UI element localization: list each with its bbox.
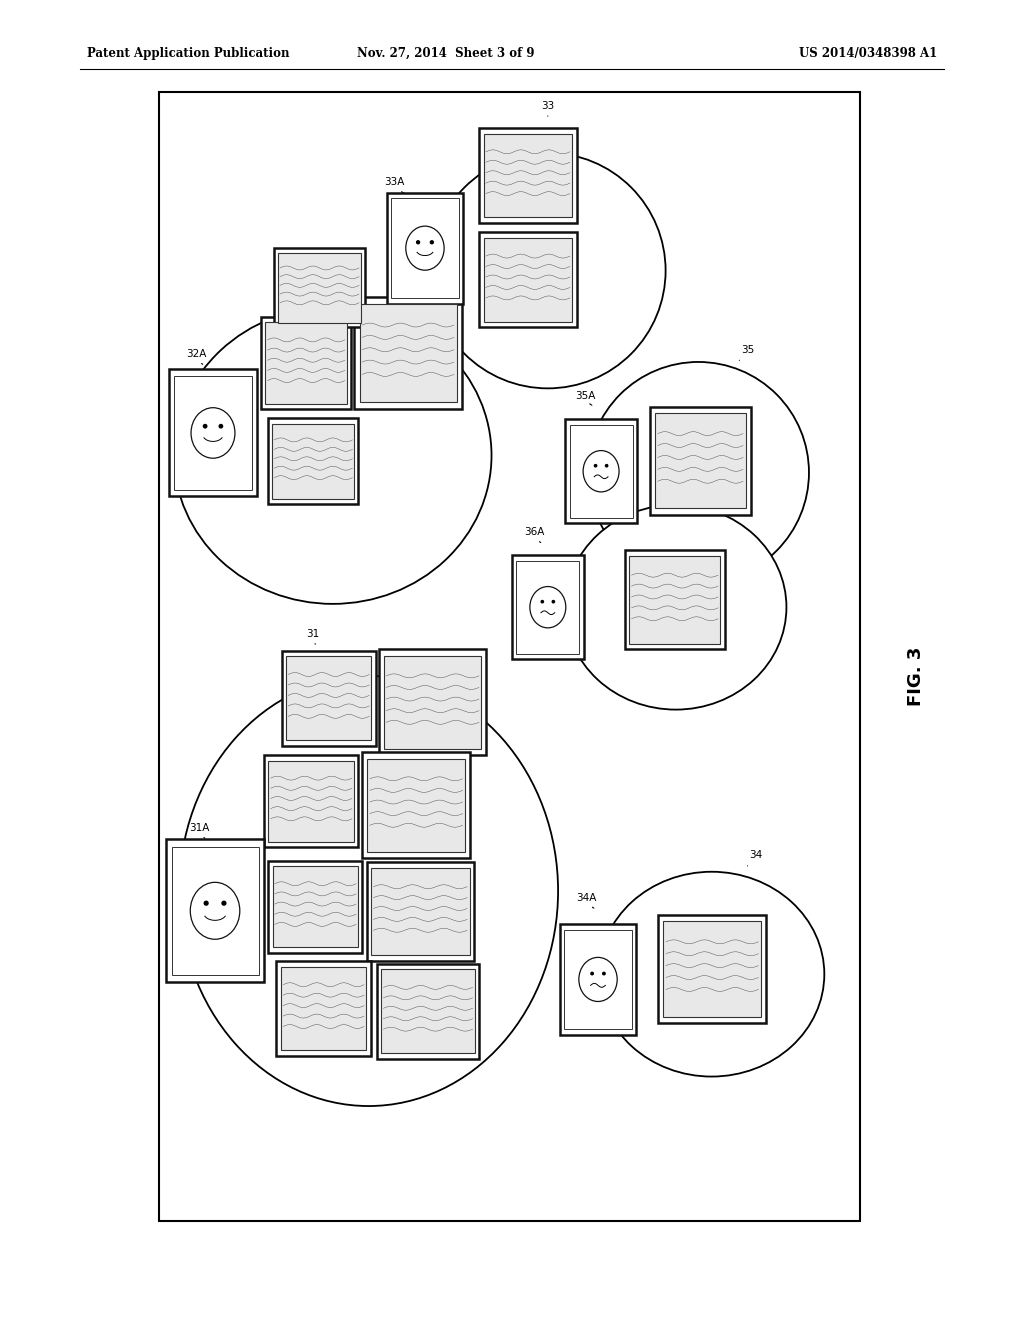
Ellipse shape [174,308,492,603]
Ellipse shape [529,586,566,628]
Ellipse shape [219,425,222,428]
Ellipse shape [603,973,605,974]
Bar [286,656,372,741]
Bar [367,862,474,961]
Text: 31A: 31A [189,822,210,838]
Bar [483,133,572,218]
Text: 34A: 34A [577,892,597,908]
Bar [569,425,633,517]
Bar [384,656,481,748]
Bar [281,966,367,1051]
Bar [479,232,577,327]
Bar [650,407,751,515]
Bar [368,759,465,851]
Text: Nov. 27, 2014  Sheet 3 of 9: Nov. 27, 2014 Sheet 3 of 9 [356,48,535,59]
Text: 35A: 35A [575,391,596,405]
Bar [272,424,354,499]
Text: FIG. 3: FIG. 3 [907,647,926,705]
Bar [655,413,745,508]
Text: 36: 36 [724,492,738,508]
Bar [264,755,358,847]
Text: 33A: 33A [384,177,407,194]
Bar [658,915,766,1023]
Text: 32A: 32A [186,348,207,364]
Bar [265,322,347,404]
Ellipse shape [583,450,620,492]
Ellipse shape [406,226,444,271]
Ellipse shape [191,408,234,458]
Bar [268,760,354,842]
Ellipse shape [599,871,824,1077]
Bar [354,297,462,409]
Bar [362,752,470,858]
Ellipse shape [417,240,420,244]
Ellipse shape [565,504,786,710]
Bar [479,128,577,223]
Text: US 2014/0348398 A1: US 2014/0348398 A1 [799,48,937,59]
Bar [268,861,362,953]
Bar [387,193,463,304]
Ellipse shape [552,601,555,603]
Bar [282,651,376,746]
Bar [159,92,860,1221]
Ellipse shape [579,957,617,1002]
Bar [625,550,725,649]
Ellipse shape [204,902,208,906]
Text: 33: 33 [542,100,554,116]
Ellipse shape [588,362,809,583]
Ellipse shape [541,601,544,603]
Ellipse shape [190,882,240,940]
Bar [379,649,486,755]
Ellipse shape [430,240,433,244]
Ellipse shape [430,153,666,388]
Bar [274,248,365,327]
Bar [172,846,258,975]
Text: 31: 31 [306,628,318,644]
Bar [516,561,580,653]
Ellipse shape [222,902,226,906]
Text: Patent Application Publication: Patent Application Publication [87,48,290,59]
Text: 36A: 36A [524,527,545,543]
Bar [381,969,475,1053]
Text: 34: 34 [748,850,762,866]
Ellipse shape [605,465,608,467]
Bar [169,370,257,496]
Bar [560,924,636,1035]
Bar [564,929,632,1030]
Text: 35: 35 [739,345,754,360]
Bar [261,317,351,409]
Ellipse shape [591,973,593,974]
Bar [166,840,264,982]
Bar [377,964,479,1059]
Bar [391,198,459,298]
Bar [174,376,252,490]
Bar [272,866,358,948]
Ellipse shape [204,425,207,428]
Bar [629,557,720,644]
Bar [483,238,572,322]
Ellipse shape [179,676,558,1106]
Bar [268,418,358,504]
Bar [276,961,371,1056]
Bar [664,921,761,1016]
Ellipse shape [594,465,597,467]
Bar [359,304,457,403]
Text: 32: 32 [279,282,291,297]
Bar [565,420,637,523]
Bar [279,253,360,322]
Bar [371,869,469,956]
Bar [512,556,584,659]
